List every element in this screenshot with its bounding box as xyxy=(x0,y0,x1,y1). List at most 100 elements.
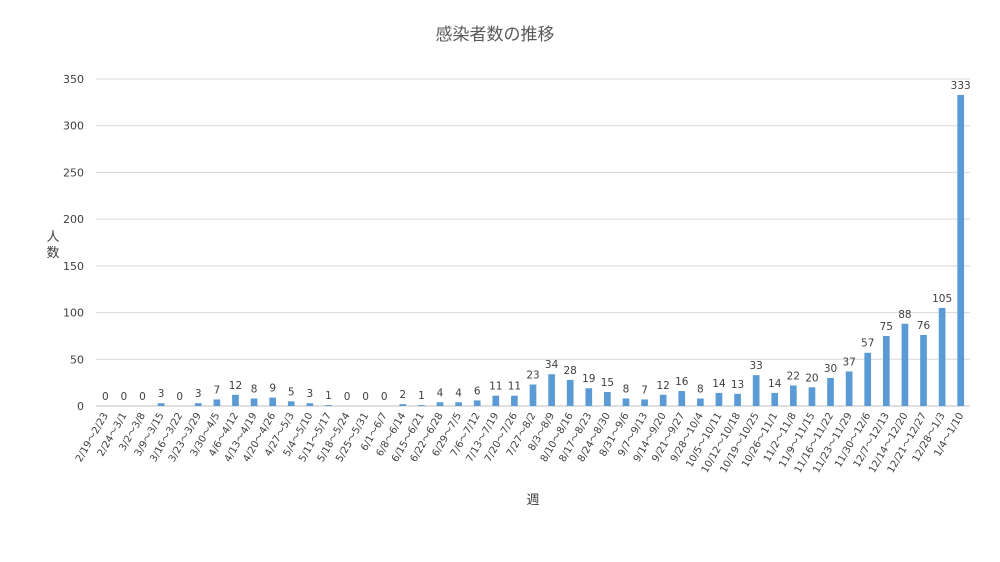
gridlines xyxy=(96,78,970,407)
data-label: 2 xyxy=(399,389,406,401)
data-label: 75 xyxy=(880,321,893,333)
y-tick-label: 350 xyxy=(63,73,84,86)
data-label: 3 xyxy=(195,388,202,400)
data-label: 76 xyxy=(917,320,931,332)
bar xyxy=(529,384,537,406)
data-label: 8 xyxy=(623,384,630,396)
bar xyxy=(715,392,723,406)
data-label: 1 xyxy=(418,390,425,402)
bar xyxy=(157,403,165,406)
bar xyxy=(473,400,481,406)
data-label: 0 xyxy=(362,391,369,403)
data-label: 14 xyxy=(768,378,782,390)
bar xyxy=(548,374,555,406)
bars xyxy=(157,94,965,406)
x-axis-ticks: 2/19～2/232/24～3/13/2～3/83/9～3/153/16～3/2… xyxy=(74,411,966,475)
bar xyxy=(789,385,797,406)
bar xyxy=(585,388,593,406)
data-label: 12 xyxy=(656,380,669,392)
data-label: 0 xyxy=(176,391,183,403)
y-tick-label: 200 xyxy=(63,213,84,226)
bar xyxy=(808,387,816,406)
y-tick-label: 150 xyxy=(63,260,84,273)
x-axis-title: 週 xyxy=(526,493,539,508)
data-label: 4 xyxy=(437,387,444,399)
bar xyxy=(492,395,500,406)
bar xyxy=(250,398,258,406)
data-label: 5 xyxy=(288,386,295,398)
data-label: 14 xyxy=(712,378,726,390)
bar xyxy=(306,403,314,406)
data-label: 333 xyxy=(951,80,971,92)
bar xyxy=(287,401,295,406)
bar xyxy=(845,371,853,406)
data-label: 16 xyxy=(675,376,689,388)
data-label: 22 xyxy=(787,370,800,382)
y-axis-title: 人数 xyxy=(46,230,59,261)
bar xyxy=(827,377,834,406)
data-label: 15 xyxy=(601,377,614,389)
data-label: 1 xyxy=(325,390,332,402)
bar xyxy=(194,403,202,406)
data-label: 105 xyxy=(932,293,952,305)
y-tick-label: 50 xyxy=(70,353,84,366)
data-label: 28 xyxy=(564,365,577,377)
bar xyxy=(938,307,946,406)
bar xyxy=(882,335,890,406)
bar xyxy=(622,398,630,406)
data-label: 19 xyxy=(582,373,595,385)
y-tick-label: 100 xyxy=(63,307,84,320)
data-label: 23 xyxy=(526,370,539,382)
data-label: 0 xyxy=(381,391,388,403)
data-label: 7 xyxy=(641,384,648,396)
bar xyxy=(232,394,239,406)
data-label: 33 xyxy=(749,360,762,372)
data-label: 30 xyxy=(824,363,837,375)
data-label: 3 xyxy=(307,388,314,400)
bar xyxy=(399,404,407,406)
data-label: 0 xyxy=(139,391,146,403)
bar xyxy=(455,402,462,406)
bar xyxy=(678,391,686,406)
data-label: 11 xyxy=(489,381,502,393)
data-label: 88 xyxy=(898,309,911,321)
data-label: 12 xyxy=(229,380,242,392)
data-label: 9 xyxy=(269,383,276,395)
bar xyxy=(436,402,444,406)
data-label: 3 xyxy=(158,388,165,400)
bar xyxy=(864,352,872,406)
data-label: 6 xyxy=(474,385,481,397)
data-label: 8 xyxy=(697,384,704,396)
data-label: 57 xyxy=(861,338,874,350)
bar xyxy=(901,323,909,406)
data-label: 4 xyxy=(455,387,462,399)
y-tick-label: 0 xyxy=(77,400,84,413)
data-label: 13 xyxy=(731,379,744,391)
bar xyxy=(697,398,704,406)
data-label: 37 xyxy=(842,356,855,368)
bar xyxy=(957,94,965,406)
data-label: 0 xyxy=(102,391,109,403)
bar xyxy=(659,394,667,406)
data-label: 0 xyxy=(121,391,128,403)
bar xyxy=(418,405,425,406)
bar xyxy=(566,379,574,406)
bar xyxy=(213,399,221,406)
chart-title: 感染者数の推移 xyxy=(436,25,555,45)
data-label: 7 xyxy=(214,384,221,396)
y-tick-label: 300 xyxy=(63,120,84,133)
data-label: 20 xyxy=(805,372,818,384)
bar xyxy=(511,395,518,406)
data-label: 0 xyxy=(344,391,351,403)
bar xyxy=(752,375,760,406)
bar xyxy=(734,393,741,406)
data-label: 8 xyxy=(251,384,258,396)
data-label: 11 xyxy=(508,381,521,393)
bar xyxy=(325,405,332,406)
y-axis-ticks: 0 50 100 150 200 250 300 350 xyxy=(63,73,84,413)
bar xyxy=(641,399,648,406)
bar xyxy=(920,334,927,406)
